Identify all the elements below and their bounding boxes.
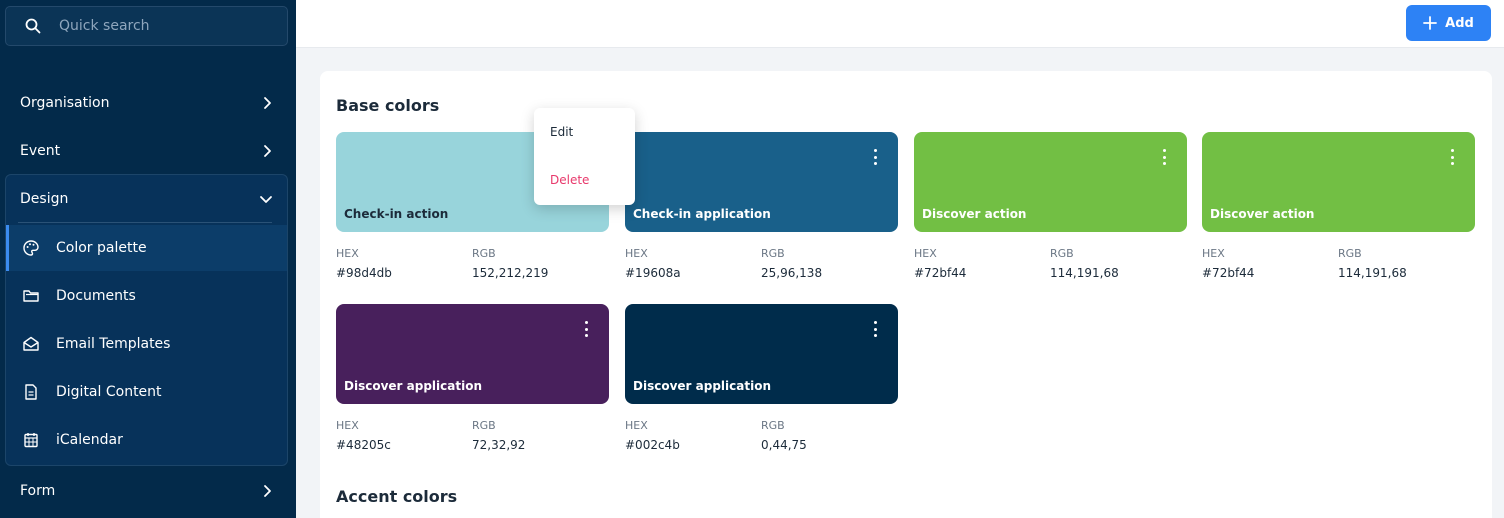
section-title-accent-colors: Accent colors [336,487,458,506]
rgb-label: RGB [761,419,785,432]
chevron-right-icon [260,484,274,498]
palette-icon [22,239,40,257]
sidebar-item-label: Documents [56,288,136,304]
plus-icon [1423,16,1438,30]
hex-label: HEX [914,247,937,260]
hex-value: #98d4db [336,266,392,280]
sidebar-item-label: Organisation [20,95,110,111]
search-input[interactable] [59,18,259,34]
add-button-label: Add [1445,15,1474,31]
hex-label: HEX [336,247,359,260]
sidebar-item-label: Form [20,483,56,499]
more-options-icon[interactable] [872,149,878,165]
folder-icon [22,287,40,305]
color-swatch[interactable]: Discover action [914,132,1187,232]
color-name: Check-in application [633,207,771,221]
color-swatch[interactable]: Discover application [625,304,898,404]
add-button[interactable]: Add [1406,5,1491,41]
sidebar-item-event[interactable]: Event [0,129,296,173]
more-options-icon[interactable] [1449,149,1455,165]
chevron-right-icon [260,96,274,110]
menu-item-edit[interactable]: Edit [550,125,574,139]
hex-label: HEX [625,419,648,432]
envelope-open-icon [22,335,40,353]
swatch-context-menu: Edit Delete [534,108,635,205]
color-swatch[interactable]: Check-in application [625,132,898,232]
sidebar-group-design: Design Color palette Documents Email Tem… [5,174,288,466]
sidebar-item-design[interactable]: Design [6,175,287,223]
hex-value: #72bf44 [1202,266,1255,280]
hex-label: HEX [336,419,359,432]
hex-value: #002c4b [625,438,680,452]
more-options-icon[interactable] [872,321,878,337]
color-meta: HEX RGB #48205c 72,32,92 [336,419,609,459]
sidebar-item-color-palette[interactable]: Color palette [6,225,287,271]
sidebar-item-label: Email Templates [56,336,171,352]
rgb-value: 0,44,75 [761,438,807,452]
sidebar-item-documents[interactable]: Documents [6,273,287,319]
sidebar-item-form[interactable]: Form [0,469,296,513]
sidebar-item-label: Color palette [56,240,147,256]
color-swatch[interactable]: Discover action [1202,132,1475,232]
color-palette-card: Base colors Check-in action HEX RGB #98d… [320,71,1492,518]
sidebar-item-digital-content[interactable]: Digital Content [6,369,287,415]
more-options-icon[interactable] [583,321,589,337]
color-name: Discover application [633,379,771,393]
sidebar-item-label: iCalendar [56,432,123,448]
rgb-value: 72,32,92 [472,438,526,452]
quick-search[interactable] [5,6,288,46]
sidebar-item-icalendar[interactable]: iCalendar [6,417,287,463]
sidebar-item-label: Event [20,143,61,159]
section-title-base-colors: Base colors [336,96,440,115]
color-meta: HEX RGB #72bf44 114,191,68 [914,247,1187,287]
search-icon [25,18,41,34]
hex-label: HEX [625,247,648,260]
rgb-label: RGB [761,247,785,260]
rgb-label: RGB [1338,247,1362,260]
rgb-value: 114,191,68 [1338,266,1407,280]
color-meta: HEX RGB #98d4db 152,212,219 [336,247,609,287]
chevron-right-icon [260,144,274,158]
calendar-icon [22,431,40,449]
rgb-label: RGB [472,247,496,260]
sidebar-item-organisation[interactable]: Organisation [0,81,296,125]
menu-item-delete[interactable]: Delete [550,173,590,187]
rgb-label: RGB [472,419,496,432]
color-name: Discover action [922,207,1027,221]
hex-value: #48205c [336,438,391,452]
rgb-value: 25,96,138 [761,266,823,280]
color-meta: HEX RGB #19608a 25,96,138 [625,247,898,287]
sidebar-item-label: Digital Content [56,384,162,400]
sidebar-item-label: Design [20,191,69,207]
sidebar-item-email-templates[interactable]: Email Templates [6,321,287,367]
more-options-icon[interactable] [1161,149,1167,165]
chevron-down-icon [259,192,273,206]
hex-label: HEX [1202,247,1225,260]
hex-value: #72bf44 [914,266,967,280]
hex-value: #19608a [625,266,681,280]
color-swatch[interactable]: Discover application [336,304,609,404]
rgb-value: 114,191,68 [1050,266,1119,280]
color-name: Check-in action [344,207,449,221]
topbar: Add [296,0,1504,48]
rgb-value: 152,212,219 [472,266,549,280]
color-meta: HEX RGB #72bf44 114,191,68 [1202,247,1475,287]
sidebar: Organisation Event Design Color palette … [0,0,296,518]
color-meta: HEX RGB #002c4b 0,44,75 [625,419,898,459]
color-name: Discover action [1210,207,1315,221]
divider [18,222,272,223]
document-icon [22,383,40,401]
color-name: Discover application [344,379,482,393]
rgb-label: RGB [1050,247,1074,260]
